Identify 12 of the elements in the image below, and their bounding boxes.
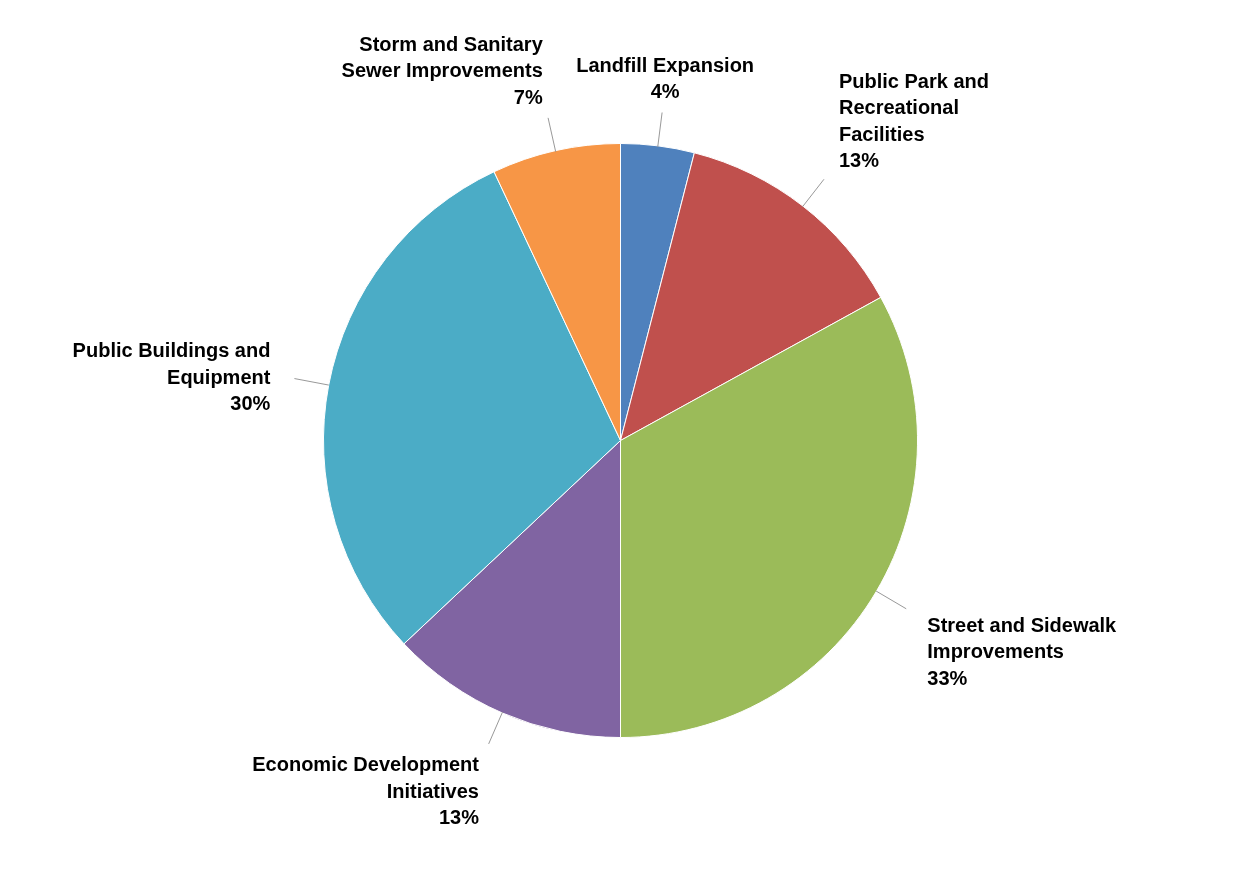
- data-label: 4%: [650, 80, 680, 103]
- data-label: 7%: [513, 85, 543, 108]
- data-label: 33%: [927, 666, 968, 689]
- slice-label: Economic Development Initiatives: [252, 753, 480, 802]
- data-label: 13%: [838, 149, 880, 172]
- slice-label: Landfill Expansion: [576, 53, 755, 76]
- slice-label: Storm and Sanitary Sewer Improvements: [341, 32, 544, 82]
- data-label: 30%: [230, 392, 271, 414]
- data-label: 13%: [438, 806, 480, 829]
- slice-label: Public Park and Recreational Facilities: [838, 69, 990, 145]
- slice-label: Public Buildings and Equipment: [72, 339, 271, 388]
- slice-label: Street and Sidewalk Improvements: [927, 614, 1118, 663]
